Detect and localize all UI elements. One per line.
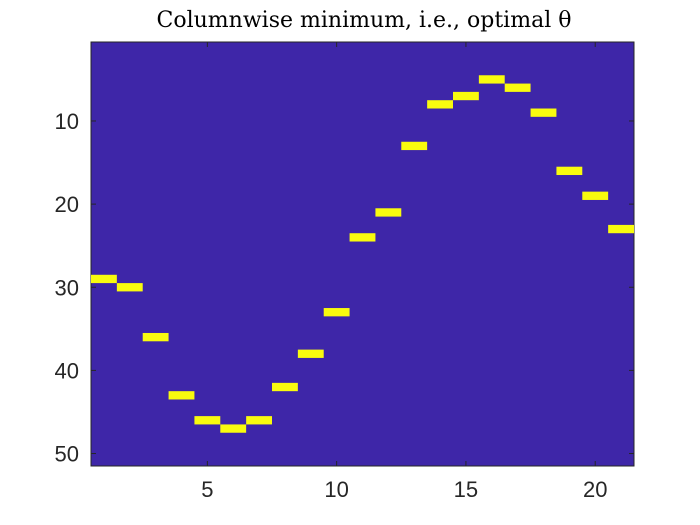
- min-cell-21: [608, 224, 634, 234]
- min-cell-2: [116, 283, 143, 292]
- x-tick-label: 10: [324, 477, 348, 502]
- min-cell-3: [142, 332, 169, 342]
- y-tick-label: 10: [55, 109, 79, 134]
- min-cell-17: [504, 83, 531, 92]
- chart-title: Columnwise minimum, i.e., optimal θ: [157, 8, 572, 33]
- min-cell-7: [246, 416, 272, 425]
- min-cell-20: [582, 191, 609, 200]
- x-tick-label: 15: [454, 477, 478, 502]
- min-cell-14: [427, 100, 453, 109]
- min-cell-8: [272, 382, 298, 392]
- min-cell-4: [168, 391, 195, 400]
- highlight-cells: [91, 75, 634, 433]
- min-cell-13: [401, 141, 428, 151]
- min-cell-9: [297, 349, 324, 358]
- min-cell-1: [91, 274, 117, 284]
- x-tick-label: 5: [201, 477, 213, 502]
- x-axis: 5 10 15 20: [201, 42, 607, 502]
- min-cell-10: [323, 308, 350, 317]
- min-cell-18: [530, 108, 557, 117]
- plot-area: [90, 41, 635, 467]
- x-tick-label: 20: [583, 477, 607, 502]
- min-cell-12: [375, 208, 402, 217]
- min-cell-19: [556, 166, 583, 176]
- y-tick-label: 50: [55, 442, 79, 467]
- min-cell-5: [194, 416, 221, 425]
- y-tick-label: 20: [55, 192, 79, 217]
- min-cell-6: [220, 424, 247, 433]
- y-axis: 10 20 30 40 50: [55, 109, 634, 467]
- min-cell-16: [478, 75, 505, 84]
- min-cell-15: [453, 91, 479, 101]
- min-cell-11: [349, 233, 376, 242]
- y-tick-label: 40: [55, 358, 79, 383]
- y-tick-label: 30: [55, 275, 79, 300]
